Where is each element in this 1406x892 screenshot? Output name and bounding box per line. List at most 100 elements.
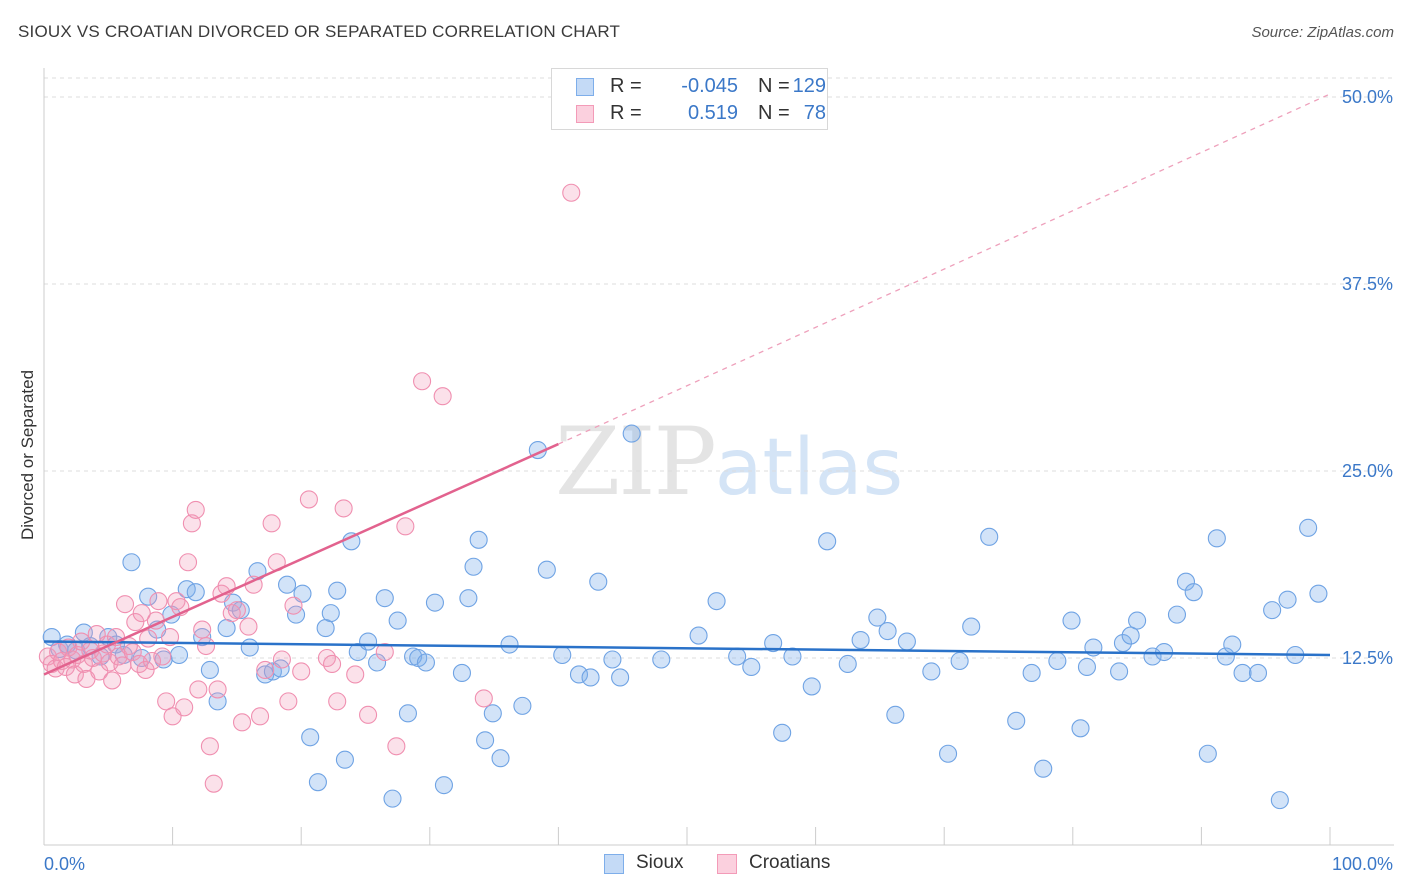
sioux-point	[1167, 605, 1187, 624]
sioux-point	[459, 589, 478, 608]
sioux-point	[1007, 711, 1026, 730]
croatians-point	[189, 680, 208, 699]
sioux-point	[1263, 601, 1282, 620]
sioux-point	[359, 632, 378, 651]
croatians-point	[292, 662, 311, 681]
croatians-point	[413, 372, 432, 391]
sioux-point	[368, 653, 387, 672]
sioux-point	[537, 560, 556, 579]
legend-n-value: 129	[792, 75, 826, 97]
sioux-point	[1309, 584, 1328, 603]
croatians-point	[90, 662, 109, 681]
croatians-point	[250, 707, 270, 726]
sioux-point	[308, 773, 327, 792]
sioux-point	[764, 633, 783, 653]
croatians-point	[115, 595, 135, 614]
sioux-point	[1248, 663, 1268, 683]
trend-lines	[43, 93, 1331, 676]
croatians-point	[126, 613, 145, 632]
croatians-point	[299, 490, 318, 509]
sioux-point	[122, 553, 141, 572]
croatians-point	[49, 642, 68, 662]
croatians-point	[387, 737, 406, 756]
sioux-point	[293, 584, 312, 603]
croatians-point	[142, 651, 162, 671]
legend-n-label: N =	[758, 102, 790, 124]
sioux-point	[452, 663, 472, 683]
sioux-point	[416, 653, 435, 672]
sioux-trend-line	[43, 640, 1331, 657]
legend-n-value: 78	[803, 102, 826, 124]
sioux-point	[186, 583, 205, 602]
croatians-swatch	[576, 105, 594, 123]
sioux-point	[398, 704, 417, 723]
sioux-point	[611, 668, 630, 687]
sioux-point	[1176, 572, 1196, 591]
sioux-point	[742, 657, 761, 677]
legend-r-value: -0.045	[681, 75, 738, 97]
sioux-point	[1278, 590, 1297, 609]
sioux-point	[1233, 663, 1252, 683]
legend-n-label: N =	[758, 75, 790, 97]
sioux-point	[476, 731, 495, 750]
sioux-point	[193, 628, 212, 647]
sioux-point	[878, 622, 897, 641]
y-tick-label: 50.0%	[1342, 87, 1393, 107]
sioux-point	[783, 647, 802, 666]
axes	[43, 68, 1394, 846]
croatians-point	[256, 660, 275, 680]
croatians-point	[200, 737, 219, 756]
sioux-point	[301, 728, 320, 747]
sioux-point	[1270, 791, 1289, 810]
sioux-point	[707, 592, 726, 611]
axis-labels: 12.5% 25.0% 37.5% 50.0% 0.0% 100.0% Divorced o…	[18, 87, 1393, 874]
x-tick-label: 0.0%	[44, 854, 85, 874]
sioux-point	[328, 581, 347, 600]
sioux-point	[375, 589, 394, 608]
sioux-point	[1207, 529, 1226, 548]
sioux-point	[335, 750, 354, 769]
sioux-point	[689, 626, 708, 645]
sioux-point	[1121, 626, 1140, 645]
sioux-point	[1198, 744, 1217, 763]
legend-r-label: R =	[610, 102, 642, 124]
sioux-point	[321, 604, 340, 623]
y-axis-label: Divorced or Separated	[18, 370, 37, 540]
sioux-point	[886, 705, 905, 724]
sioux-point	[603, 650, 622, 669]
croatians-points	[38, 183, 581, 793]
bottom-legend-label: Sioux	[636, 852, 684, 873]
chart-title: SIOUX VS CROATIAN DIVORCED OR SEPARATED …	[18, 22, 621, 41]
croatians-point	[193, 620, 212, 639]
sioux-point	[589, 572, 608, 591]
croatians-point	[562, 183, 581, 202]
sioux-point	[868, 608, 887, 627]
croatians-point	[132, 604, 151, 623]
sioux-point	[802, 677, 821, 696]
sioux-point	[1022, 663, 1041, 683]
croatians-point	[208, 680, 227, 699]
croatians-trend-extrapolation	[558, 93, 1331, 445]
correlation-legend: R = -0.045 N = 129 R = 0.519 N = 78	[551, 68, 828, 130]
croatians-point	[328, 692, 347, 711]
bottom-legend-label: Croatians	[749, 852, 831, 873]
sioux-point	[240, 638, 259, 657]
sioux-point	[897, 632, 916, 651]
sioux-point	[383, 789, 402, 808]
croatians-point	[346, 665, 365, 684]
sioux-point	[464, 557, 483, 576]
sioux-point	[425, 593, 444, 612]
y-tick-label: 25.0%	[1342, 461, 1393, 481]
sioux-point	[271, 659, 290, 678]
croatians-point	[136, 660, 155, 680]
sioux-point	[922, 662, 941, 681]
sioux-point	[980, 527, 999, 546]
croatians-point	[396, 517, 415, 536]
sioux-point	[838, 654, 857, 674]
sioux-point	[500, 635, 519, 654]
sioux-point	[1223, 635, 1242, 654]
croatians-point	[186, 500, 205, 519]
sioux-point	[513, 696, 532, 715]
sioux-point	[652, 650, 671, 669]
